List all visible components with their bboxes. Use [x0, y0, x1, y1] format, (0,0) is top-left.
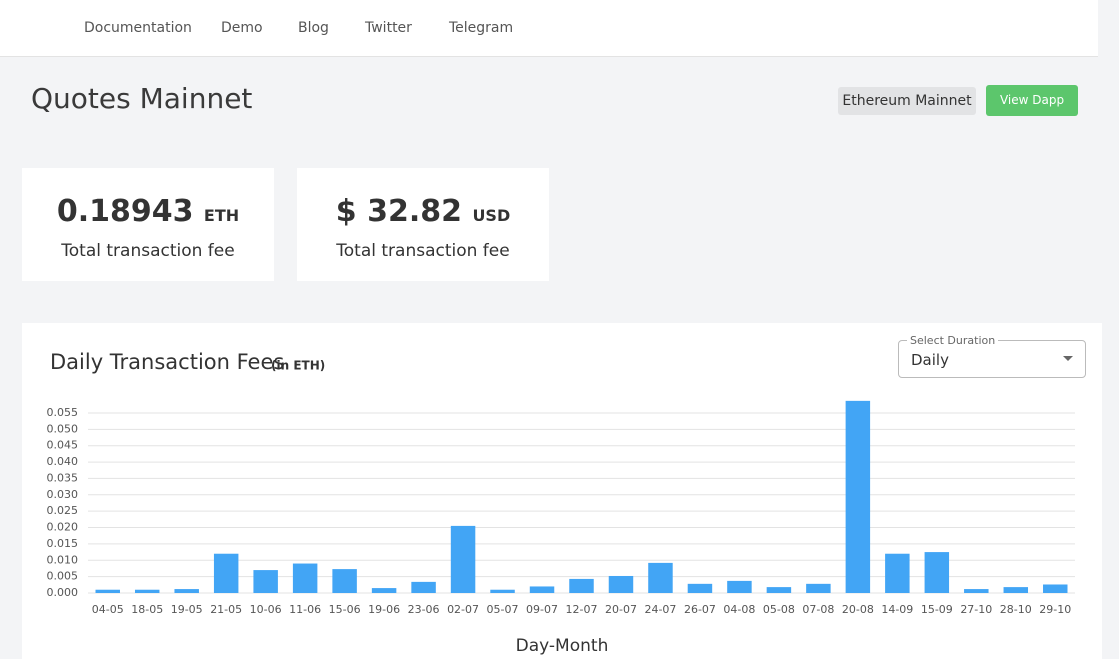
- bar: [648, 562, 673, 593]
- nav-bar: Documentation Demo Blog Twitter Telegram: [0, 0, 1098, 57]
- y-tick-label: 0.000: [47, 586, 79, 599]
- bar: [608, 575, 634, 593]
- nav-link[interactable]: Telegram: [449, 20, 514, 36]
- x-tick-label: 09-07: [526, 603, 558, 616]
- x-tick-label: 20-07: [605, 603, 637, 616]
- stat-unit: ETH: [203, 206, 240, 225]
- bar: [806, 583, 831, 593]
- chart-subtitle: (in ETH): [271, 359, 325, 373]
- chart-title: Daily Transaction Fees: [50, 350, 284, 374]
- bar: [292, 563, 318, 593]
- bar: [766, 587, 792, 593]
- x-axis-label: Day-Month: [516, 636, 609, 656]
- y-tick-label: 0.010: [47, 553, 79, 566]
- bar: [924, 552, 950, 593]
- x-tick-label: 05-07: [487, 603, 519, 616]
- bar: [253, 570, 278, 593]
- x-tick-label: 02-07: [447, 603, 479, 616]
- x-tick-label: 23-06: [408, 603, 440, 616]
- bar: [95, 589, 120, 593]
- x-tick-label: 24-07: [644, 603, 676, 616]
- stat-value: 0.18943: [56, 194, 194, 229]
- y-tick-label: 0.055: [47, 406, 79, 419]
- nav-link[interactable]: Blog: [298, 20, 329, 36]
- bar: [885, 553, 910, 593]
- x-tick-label: 12-07: [566, 603, 598, 616]
- x-tick-label: 27-10: [960, 603, 992, 616]
- select-label: Select Duration: [907, 334, 999, 347]
- x-tick-label: 15-06: [329, 603, 361, 616]
- view-dapp-button[interactable]: View Dapp: [986, 85, 1078, 116]
- x-tick-label: 20-08: [842, 603, 874, 616]
- network-badge: Ethereum Mainnet: [838, 87, 976, 115]
- chart-panel: [22, 323, 1102, 659]
- bar: [1003, 587, 1029, 593]
- x-tick-label: 29-10: [1039, 603, 1071, 616]
- x-tick-label: 05-08: [763, 603, 795, 616]
- stat-card: $ 32.82 USD Total transaction fee: [297, 168, 549, 281]
- x-tick-label: 26-07: [684, 603, 716, 616]
- x-tick-label: 21-05: [210, 603, 242, 616]
- y-tick-label: 0.040: [47, 455, 79, 468]
- bar: [371, 588, 397, 593]
- select-arrow: [1063, 356, 1073, 361]
- x-tick-label: 19-06: [368, 603, 400, 616]
- stat-label: Total transaction fee: [336, 241, 510, 261]
- bar: [174, 589, 199, 593]
- bar: [134, 589, 160, 593]
- stat-card: 0.18943 ETH Total transaction fee: [22, 168, 274, 281]
- bar: [727, 580, 752, 593]
- x-tick-label: 18-05: [131, 603, 163, 616]
- stat-label: Total transaction fee: [61, 241, 235, 261]
- bar: [529, 586, 555, 593]
- stat-value-row: $ 32.82 USD: [297, 194, 549, 229]
- stat-unit: USD: [472, 206, 511, 225]
- y-tick-label: 0.050: [47, 422, 79, 435]
- y-tick-label: 0.015: [47, 537, 79, 550]
- y-tick-label: 0.030: [47, 488, 79, 501]
- x-tick-label: 15-09: [921, 603, 953, 616]
- y-tick-label: 0.005: [47, 570, 79, 583]
- bar: [213, 553, 239, 593]
- x-tick-label: 14-09: [881, 603, 913, 616]
- stat-value: $ 32.82: [335, 194, 462, 229]
- bar: [845, 400, 871, 593]
- x-tick-label: 04-05: [92, 603, 124, 616]
- page-title: Quotes Mainnet: [31, 82, 253, 115]
- duration-select[interactable]: Select Duration Daily: [898, 334, 1086, 378]
- nav-link[interactable]: Twitter: [365, 20, 412, 36]
- stat-value-row: 0.18943 ETH: [22, 194, 274, 229]
- x-tick-label: 19-05: [171, 603, 203, 616]
- select-value: Daily: [911, 351, 949, 369]
- y-tick-label: 0.035: [47, 471, 79, 484]
- bar: [411, 581, 436, 593]
- bar: [332, 569, 357, 593]
- x-tick-label: 11-06: [289, 603, 321, 616]
- bar: [687, 583, 713, 593]
- x-tick-label: 10-06: [250, 603, 282, 616]
- x-tick-label: 28-10: [1000, 603, 1032, 616]
- bar: [569, 578, 594, 593]
- bar: [490, 589, 515, 593]
- nav-link[interactable]: Demo: [221, 20, 263, 36]
- y-tick-label: 0.020: [47, 521, 79, 534]
- y-tick-label: 0.045: [47, 439, 79, 452]
- nav-link[interactable]: Documentation: [84, 20, 192, 36]
- bar: [450, 525, 476, 593]
- bar: [1043, 584, 1068, 593]
- bar: [964, 589, 989, 593]
- y-tick-label: 0.025: [47, 504, 79, 517]
- x-tick-label: 04-08: [723, 603, 755, 616]
- x-tick-label: 07-08: [802, 603, 834, 616]
